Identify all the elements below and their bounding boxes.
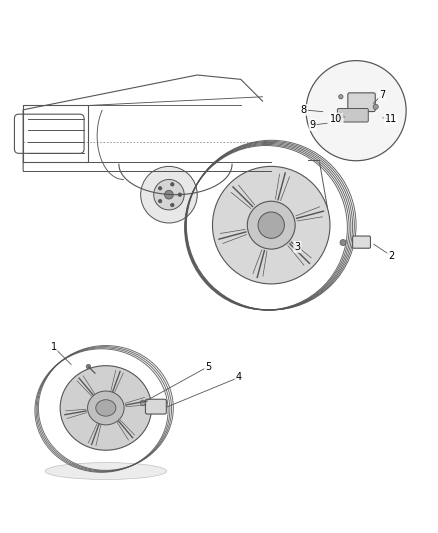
Circle shape (159, 199, 162, 203)
Circle shape (306, 61, 406, 161)
Ellipse shape (96, 400, 116, 416)
Text: 1: 1 (50, 342, 57, 352)
Circle shape (165, 190, 173, 199)
Text: 10: 10 (330, 114, 343, 124)
Text: 4: 4 (236, 373, 242, 383)
Text: 5: 5 (205, 361, 211, 372)
Text: 7: 7 (379, 90, 385, 100)
Text: 2: 2 (388, 251, 394, 261)
Circle shape (141, 166, 197, 223)
Circle shape (86, 365, 91, 369)
Text: 3: 3 (294, 242, 300, 252)
Circle shape (212, 166, 330, 284)
Text: 11: 11 (385, 115, 397, 124)
Circle shape (140, 400, 145, 405)
Text: 8: 8 (301, 105, 307, 115)
Ellipse shape (60, 366, 152, 450)
Ellipse shape (88, 391, 124, 425)
Circle shape (170, 183, 174, 186)
FancyBboxPatch shape (145, 399, 166, 414)
Circle shape (154, 180, 184, 210)
Text: 9: 9 (310, 120, 316, 130)
Circle shape (338, 113, 343, 118)
Circle shape (340, 239, 346, 246)
Circle shape (170, 203, 174, 207)
FancyBboxPatch shape (337, 109, 368, 122)
Circle shape (339, 94, 343, 99)
Circle shape (258, 212, 284, 238)
FancyBboxPatch shape (348, 93, 375, 111)
Circle shape (159, 187, 162, 190)
Circle shape (247, 201, 295, 249)
Circle shape (373, 104, 378, 109)
Ellipse shape (45, 463, 166, 480)
FancyBboxPatch shape (353, 236, 371, 248)
Circle shape (178, 193, 182, 197)
